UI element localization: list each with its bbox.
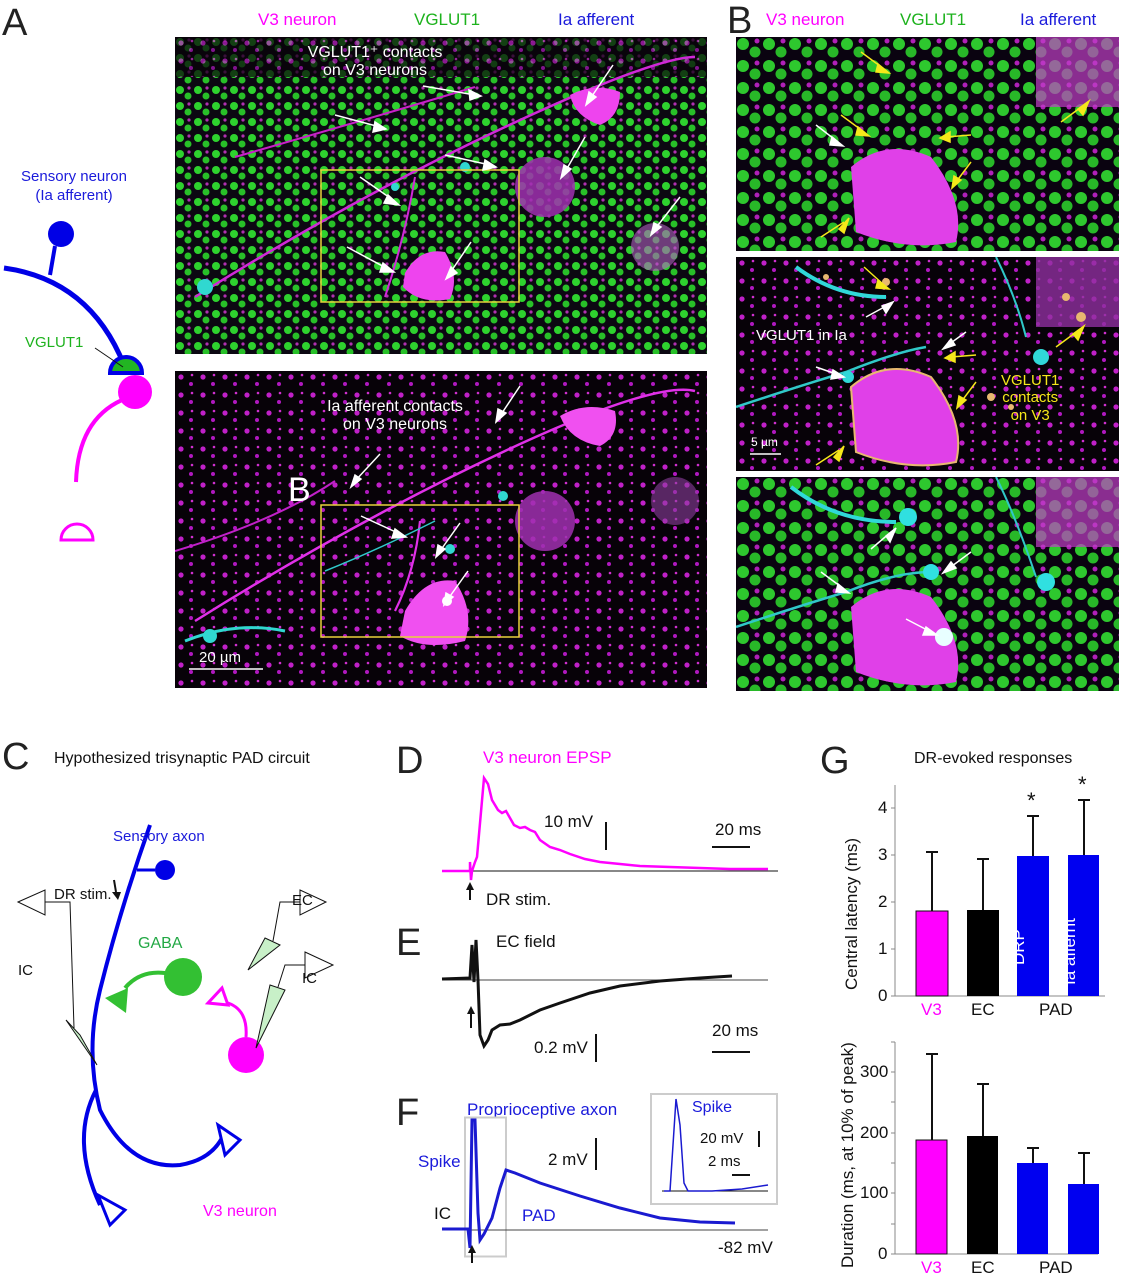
ytick: 0 [878, 986, 888, 1005]
panel-label-g: G [820, 740, 850, 782]
panel-label-c: C [2, 736, 30, 778]
panel-label-e: E [396, 922, 422, 964]
inset-b-label: B [288, 471, 311, 509]
bar-label-ia-afferent: Ia affernt [1060, 918, 1079, 985]
sensory-axon-label: Sensory axon [113, 828, 205, 845]
micrograph-b-top [736, 37, 1119, 251]
legend-v3-neuron-b: V3 neuron [766, 10, 845, 29]
panel-label-a: A [2, 2, 28, 44]
significance-star-ia: * [1078, 772, 1087, 797]
ytick: 2 [878, 892, 888, 911]
v3-neuron-label: V3 neuron [203, 1203, 277, 1220]
ytick: 100 [860, 1183, 889, 1202]
micrograph-a-top: VGLUT1⁺ contacts on V3 neurons [175, 37, 707, 354]
panel-c-title: Hypothesized trisynaptic PAD circuit [54, 750, 310, 767]
legend-vglut1-b: VGLUT1 [900, 10, 967, 29]
scale-bar-5um-label: 5 µm [751, 435, 778, 449]
inset-scale-mv: 20 mV [700, 1130, 744, 1147]
e-scale-mv: 0.2 mV [534, 1038, 588, 1057]
panel-f-title: Proprioceptive axon [467, 1100, 618, 1119]
legend-ia-afferent: Ia afferent [558, 10, 635, 29]
ytick: 1 [878, 939, 888, 958]
sensory-neuron-title: Sensory neuron (Ia afferent) [21, 168, 127, 204]
neuron-diagram-icon [3, 221, 152, 542]
ytick: 3 [878, 845, 888, 864]
latency-bar-chart: 0 1 2 3 4 * * DRP Ia affernt V3 EC PAD C… [800, 770, 1121, 1020]
x-label-v3: V3 [921, 1258, 942, 1277]
panel-e-title: EC field [496, 932, 556, 951]
vglut1-contacts-on-v3-label: VGLUT1 contacts on V3 [1001, 372, 1060, 424]
baseline-label: -82 mV [718, 1238, 773, 1257]
panel-label-d: D [396, 740, 424, 782]
ic-f-label: IC [434, 1204, 451, 1223]
ec-label: EC [292, 892, 313, 909]
dr-stim-label: DR stim. [54, 886, 112, 903]
ic-left-label: IC [18, 962, 33, 979]
significance-star-drp: * [1027, 788, 1036, 813]
d-scale-mv: 10 mV [544, 812, 594, 831]
pad-label: PAD [522, 1206, 556, 1225]
y-axis-label-latency: Central latency (ms) [842, 837, 861, 990]
panel-d-title: V3 neuron EPSP [483, 748, 612, 767]
inset-spike-title: Spike [692, 1099, 733, 1116]
d-scale-ms: 20 ms [715, 820, 762, 839]
x-label-ec: EC [971, 1258, 995, 1277]
ytick: 0 [878, 1244, 888, 1263]
ic-right-label: IC [302, 970, 317, 987]
ec-field-trace [440, 939, 780, 1062]
legend-v3-neuron: V3 neuron [258, 10, 337, 29]
micrograph-b-bottom [736, 477, 1119, 691]
x-label-v3: V3 [921, 1000, 942, 1019]
x-label-pad: PAD [1039, 1258, 1073, 1277]
ytick: 200 [860, 1123, 889, 1142]
spike-label: Spike [418, 1152, 461, 1171]
e-scale-ms: 20 ms [712, 1021, 759, 1040]
x-label-ec: EC [971, 1000, 995, 1019]
ytick: 4 [878, 798, 888, 817]
x-label-pad: PAD [1039, 1000, 1073, 1019]
panel-label-b: B [727, 0, 753, 42]
pad-circuit-diagram: Sensory axon DR stim. EC IC IC GABA V3 n… [0, 820, 420, 1240]
gaba-label: GABA [138, 935, 183, 952]
vglut1-in-ia-label: VGLUT1 in Ia [756, 327, 847, 344]
annotation-ia-contacts: Ia afferent contacts on V3 neurons [327, 398, 463, 434]
y-axis-label-duration: Duration (ms, at 10% of peak) [838, 1042, 857, 1268]
duration-bar-chart: 0 100 200 300 V3 EC PAD Duration (ms, at… [800, 1030, 1121, 1280]
panel-g-title: DR-evoked responses [914, 750, 1073, 767]
vglut1-label: VGLUT1 [25, 334, 84, 351]
epsp-trace [440, 770, 780, 900]
inset-scale-ms: 2 ms [708, 1153, 741, 1170]
dr-stim-d-label: DR stim. [486, 890, 552, 909]
legend-ia-afferent-b: Ia afferent [1020, 10, 1097, 29]
f-scale-mv: 2 mV [548, 1150, 588, 1169]
proprioceptive-axon-trace [440, 1116, 780, 1268]
ytick: 300 [860, 1062, 889, 1081]
micrograph-a-bottom: Ia afferent contacts on V3 neurons B 20 … [175, 371, 707, 688]
annotation-vglut1-contacts: VGLUT1⁺ contacts on V3 neurons [307, 44, 443, 80]
sensory-neuron-schematic: Sensory neuron (Ia afferent) VGLUT1 [0, 160, 170, 550]
bar-label-drp: DRP [1009, 929, 1028, 965]
scale-bar-label: 20 µm [199, 649, 241, 666]
legend-vglut1: VGLUT1 [414, 10, 481, 29]
micrograph-b-middle: VGLUT1 in Ia VGLUT1 contacts on V3 5 µm [736, 257, 1119, 471]
panel-label-f: F [396, 1092, 420, 1134]
spike-inset: Spike 20 mV 2 ms [650, 1093, 778, 1205]
